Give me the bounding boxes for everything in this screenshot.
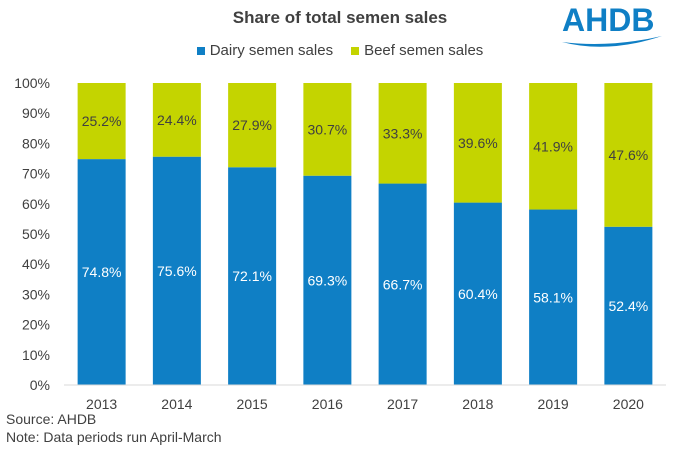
bar-segment-dairy — [378, 183, 427, 385]
bar-segment-dairy — [604, 226, 653, 385]
data-label: 30.7% — [308, 121, 348, 137]
data-label: 66.7% — [383, 276, 423, 292]
bar-segment-dairy — [453, 202, 502, 385]
x-tick-label: 2019 — [538, 396, 569, 412]
legend-item-beef: Beef semen sales — [351, 42, 483, 59]
chart-title: Share of total semen sales — [232, 8, 448, 27]
legend-swatch-dairy — [196, 46, 205, 55]
y-tick-label: 90% — [22, 105, 50, 121]
bar-segment-dairy — [529, 209, 578, 385]
y-tick-label: 30% — [22, 286, 50, 302]
source-note: Source: AHDB — [6, 411, 97, 427]
logo-text: AHDB — [562, 2, 655, 38]
bar-segment-beef — [152, 83, 201, 157]
y-tick-label: 40% — [22, 256, 50, 272]
bar-segment-beef — [604, 83, 653, 227]
data-label: 33.3% — [383, 125, 423, 141]
ahdb-logo: AHDB — [558, 2, 666, 50]
data-label: 24.4% — [157, 112, 197, 128]
y-tick-label: 20% — [22, 317, 50, 333]
bar-segment-dairy — [77, 159, 126, 385]
bar-segment-dairy — [303, 175, 352, 385]
y-tick-label: 70% — [22, 166, 50, 182]
bar-segment-beef — [378, 83, 427, 184]
data-label: 47.6% — [609, 147, 649, 163]
legend-label-dairy: Dairy semen sales — [209, 42, 334, 59]
data-label: 25.2% — [82, 113, 122, 129]
bar-segment-dairy — [228, 167, 277, 385]
x-tick-label: 2016 — [312, 396, 343, 412]
bar-segment-beef — [453, 83, 502, 203]
legend-swatch-beef — [351, 46, 360, 55]
legend-item-dairy: Dairy semen sales — [196, 42, 334, 59]
x-tick-label: 2013 — [86, 396, 117, 412]
legend: Dairy semen sales Beef semen sales — [0, 42, 680, 59]
data-label: 75.6% — [157, 263, 197, 279]
x-tick-label: 2015 — [237, 396, 268, 412]
y-tick-label: 80% — [22, 135, 50, 151]
bar-segment-dairy — [152, 156, 201, 385]
bar-segment-beef — [303, 83, 352, 176]
x-tick-label: 2014 — [161, 396, 192, 412]
y-tick-label: 10% — [22, 347, 50, 363]
data-label: 58.1% — [533, 289, 573, 305]
data-label: 52.4% — [609, 298, 649, 314]
data-label: 69.3% — [308, 272, 348, 288]
footnotes: Source: AHDB Note: Data periods run Apri… — [6, 410, 222, 446]
data-period-note: Note: Data periods run April-March — [6, 429, 222, 445]
data-label: 60.4% — [458, 286, 498, 302]
legend-label-beef: Beef semen sales — [364, 42, 484, 59]
x-tick-label: 2017 — [387, 396, 418, 412]
data-label: 39.6% — [458, 135, 498, 151]
data-label: 74.8% — [82, 264, 122, 280]
data-label: 41.9% — [533, 138, 573, 154]
y-tick-label: 0% — [30, 377, 50, 393]
x-tick-label: 2020 — [613, 396, 644, 412]
logo-swoosh — [562, 36, 662, 47]
bar-segment-beef — [529, 83, 578, 210]
bar-segment-beef — [77, 83, 126, 160]
bar-segment-beef — [228, 83, 277, 168]
y-tick-label: 60% — [22, 196, 50, 212]
data-label: 27.9% — [232, 117, 272, 133]
data-label: 72.1% — [232, 268, 272, 284]
y-tick-label: 100% — [14, 75, 50, 91]
x-tick-label: 2018 — [462, 396, 493, 412]
y-tick-label: 50% — [22, 226, 50, 242]
